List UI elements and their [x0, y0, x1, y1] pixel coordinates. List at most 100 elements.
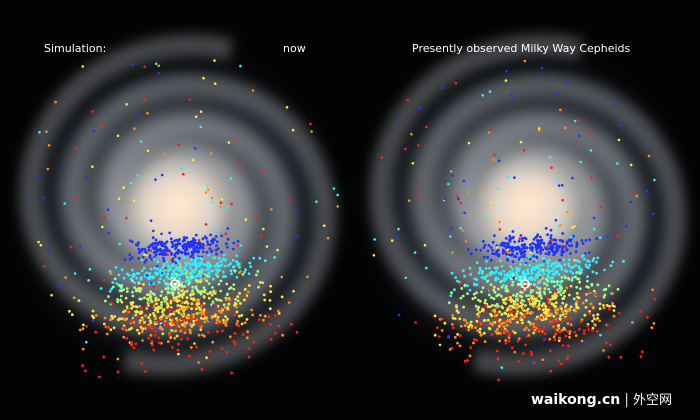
cepheid-dot: [611, 304, 615, 308]
cepheid-dot: [557, 184, 561, 187]
cepheid-dot: [548, 155, 552, 159]
cepheid-dot: [524, 304, 527, 307]
cepheid-dot: [41, 196, 45, 200]
cepheid-dot: [165, 240, 169, 244]
cepheid-dot: [154, 62, 158, 66]
cepheid-dot: [206, 318, 210, 322]
cepheid-dot: [532, 361, 536, 364]
cepheid-dot: [102, 355, 106, 359]
cepheid-dot: [504, 312, 508, 316]
cepheid-dot: [139, 276, 143, 280]
cepheid-dot: [503, 241, 506, 245]
cepheid-dot: [208, 318, 211, 322]
cepheid-dot: [230, 371, 234, 375]
cepheid-dot: [201, 237, 205, 241]
cepheid-dot: [226, 306, 230, 309]
cepheid-dot: [567, 277, 571, 281]
cepheid-dot: [523, 236, 527, 240]
cepheid-dot: [587, 251, 591, 255]
cepheid-dot: [295, 235, 299, 238]
cepheid-dot: [571, 226, 574, 229]
cepheid-dot: [149, 267, 153, 271]
cepheid-dot: [504, 285, 508, 288]
cepheid-dot: [109, 328, 113, 332]
cepheid-dot: [462, 305, 465, 309]
cepheid-dot: [206, 292, 210, 296]
cepheid-dot: [269, 284, 272, 288]
cepheid-dot: [542, 257, 546, 261]
cepheid-dot: [150, 343, 154, 347]
cepheid-dot: [496, 293, 500, 297]
cepheid-dot: [158, 326, 162, 330]
cepheid-dot: [130, 240, 134, 244]
cepheid-dot: [137, 247, 141, 251]
cepheid-dot: [211, 311, 215, 315]
cepheid-dot: [110, 314, 114, 318]
cepheid-dot: [605, 235, 609, 238]
cepheid-dot: [533, 257, 536, 261]
cepheid-dot: [210, 269, 213, 273]
cepheid-dot: [595, 330, 599, 333]
cepheid-dot: [186, 272, 190, 276]
cepheid-dot: [81, 65, 85, 68]
cepheid-dot: [518, 256, 521, 260]
cepheid-dot: [185, 275, 189, 279]
cepheid-dot: [106, 208, 110, 211]
cepheid-dot: [202, 317, 206, 321]
cepheid-dot: [514, 276, 518, 280]
cepheid-dot: [443, 321, 447, 325]
cepheid-dot: [513, 240, 517, 244]
cepheid-dot: [585, 285, 589, 288]
cepheid-dot: [520, 321, 524, 325]
cepheid-dot: [459, 201, 463, 205]
cepheid-dot: [162, 259, 166, 262]
cepheid-dot: [524, 343, 527, 347]
cepheid-dot: [216, 322, 220, 325]
cepheid-dot: [231, 291, 234, 295]
cepheid-dot: [510, 236, 514, 240]
cepheid-dot: [197, 321, 200, 325]
cepheid-dot: [276, 248, 279, 252]
observed-label: Presently observed Milky Way Cepheids: [412, 42, 631, 55]
cepheid-dot: [289, 322, 293, 326]
cepheid-dot: [433, 314, 437, 318]
cepheid-dot: [530, 269, 533, 273]
cepheid-dot: [653, 297, 656, 301]
cepheid-dot: [179, 329, 183, 333]
cepheid-dot: [173, 255, 177, 258]
cepheid-dot: [256, 270, 260, 273]
cepheid-dot: [559, 314, 562, 317]
cepheid-dot: [515, 294, 518, 298]
cepheid-dot: [529, 350, 533, 354]
cepheid-dot: [544, 226, 548, 230]
cepheid-dot: [152, 312, 155, 315]
cepheid-dot: [522, 149, 526, 152]
cepheid-dot: [232, 287, 236, 291]
cepheid-dot: [140, 247, 144, 251]
cepheid-dot: [254, 214, 257, 218]
cepheid-dot: [550, 264, 553, 268]
cepheid-dot: [489, 312, 492, 316]
cepheid-dot: [563, 276, 567, 280]
cepheid-dot: [540, 66, 544, 70]
cepheid-dot: [509, 308, 513, 311]
cepheid-dot: [147, 316, 151, 319]
cepheid-dot: [165, 260, 169, 264]
cepheid-dot: [472, 338, 476, 341]
cepheid-dot: [414, 321, 417, 324]
cepheid-dot: [440, 317, 444, 321]
cepheid-dot: [556, 248, 560, 252]
cepheid-dot: [456, 341, 459, 345]
cepheid-dot: [133, 281, 136, 285]
cepheid-dot: [181, 284, 184, 288]
cepheid-dot: [136, 314, 140, 317]
cepheid-dot: [500, 264, 504, 268]
cepheid-dot: [516, 339, 520, 343]
cepheid-dot: [463, 324, 467, 327]
cepheid-dot: [128, 239, 132, 242]
cepheid-dot: [520, 255, 524, 258]
cepheid-dot: [161, 242, 165, 246]
cepheid-dot: [417, 195, 421, 199]
cepheid-dot: [510, 277, 513, 281]
cepheid-dot: [497, 159, 501, 162]
